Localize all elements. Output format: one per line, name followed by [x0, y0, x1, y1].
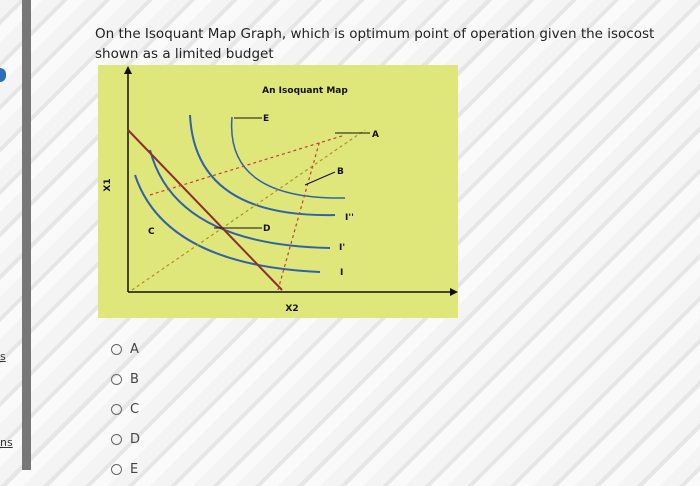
graph-title: An Isoquant Map [262, 86, 348, 96]
option-label[interactable]: D [130, 432, 141, 447]
point-label: E [263, 114, 269, 124]
graph-background [98, 65, 458, 318]
option[interactable]: E [111, 462, 138, 477]
pointer-arrow [304, 171, 336, 186]
isoquant-curve [189, 114, 336, 217]
sidebar-indicator [0, 68, 6, 82]
radio-button[interactable] [111, 464, 122, 475]
isoquant-curve [134, 174, 321, 273]
point-label: B [337, 167, 344, 177]
isoquant-curve [230, 116, 346, 199]
radio-button[interactable] [111, 344, 122, 355]
curve-label: I [340, 268, 343, 278]
isoquant-curve [149, 149, 331, 249]
curve-label: I'' [345, 213, 354, 223]
point-label: A [372, 130, 379, 140]
option-label[interactable]: E [130, 462, 139, 477]
isocost-line [127, 129, 283, 291]
option[interactable]: B [111, 372, 139, 387]
point-label: C [148, 227, 155, 237]
dashed-line [149, 134, 346, 196]
x-axis-label: X2 [285, 304, 298, 314]
point-label: D [263, 224, 270, 234]
curve-label: I' [339, 243, 345, 253]
y-axis-label: X1 [103, 178, 113, 191]
option-label[interactable]: B [130, 372, 139, 387]
sidebar [22, 0, 31, 470]
sidebar-text[interactable]: ns [0, 436, 13, 449]
arrowhead [124, 66, 132, 74]
option[interactable]: C [111, 402, 139, 417]
option[interactable]: A [111, 342, 139, 357]
radio-button[interactable] [111, 374, 122, 385]
dashed-line [277, 139, 321, 291]
arrowhead [450, 288, 458, 296]
option-label[interactable]: C [130, 402, 140, 417]
question-text: On the Isoquant Map Graph, which is opti… [95, 26, 655, 62]
option[interactable]: D [111, 432, 140, 447]
radio-button[interactable] [111, 434, 122, 445]
option-label[interactable]: A [130, 342, 139, 357]
sidebar-text[interactable]: s [0, 350, 6, 363]
radio-button[interactable] [111, 404, 122, 415]
dashed-line [131, 129, 366, 291]
